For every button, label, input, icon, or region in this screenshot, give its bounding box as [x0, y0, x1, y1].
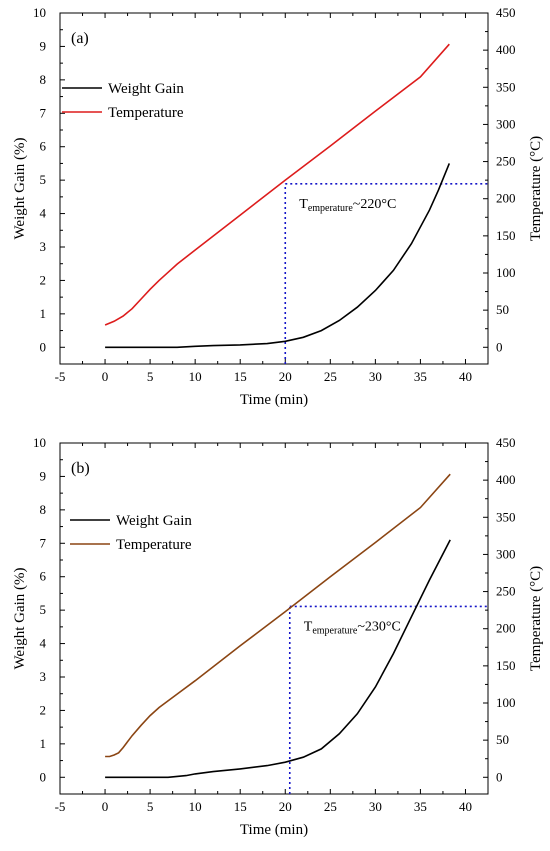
y-tick-label: 2	[40, 702, 47, 717]
x-tick-label: 5	[147, 799, 154, 814]
annotation-label: Temperature~220°C	[299, 197, 396, 214]
plot-frame	[59, 12, 489, 365]
y-tick-label: 1	[40, 736, 47, 751]
series-line-temperature	[105, 473, 451, 758]
y2-tick-label: 250	[496, 154, 516, 169]
y2-tick-label: 0	[496, 339, 503, 354]
y-tick-label: 3	[40, 669, 47, 684]
y-tick-label: 0	[40, 769, 47, 784]
y2-tick-label: 400	[496, 472, 516, 487]
y-tick-label: 8	[40, 502, 47, 517]
x-tick-label: 10	[189, 799, 202, 814]
y-tick-label: 6	[40, 569, 47, 584]
y-tick-label: 6	[40, 139, 47, 154]
x-tick-label: 30	[369, 799, 382, 814]
y2-tick-label: 200	[496, 621, 516, 636]
y-tick-label: 4	[40, 206, 47, 221]
y2-tick-label: 200	[496, 191, 516, 206]
y-tick-label: 9	[40, 38, 47, 53]
y-tick-label: 8	[40, 72, 47, 87]
x-axis-title: Time (min)	[240, 392, 308, 408]
x-tick-label: 10	[189, 369, 202, 384]
x-tick-label: 35	[414, 799, 427, 814]
x-tick-label: -5	[55, 369, 66, 384]
y-tick-label: 5	[40, 172, 47, 187]
y2-tick-label: 350	[496, 509, 516, 524]
x-axis-title: Time (min)	[240, 822, 308, 838]
x-tick-label: 25	[324, 369, 337, 384]
y2-tick-label: 350	[496, 79, 516, 94]
series-line-weight-gain	[105, 539, 451, 779]
y-tick-label: 3	[40, 239, 47, 254]
y2-tick-label: 150	[496, 658, 516, 673]
annotation-text-sub: emperature	[312, 625, 358, 636]
y2-tick-label: 50	[496, 302, 509, 317]
chart-panel-a: -5 0 5 10 15 20 25 30 35 400123456789100501001502…	[12, 5, 544, 408]
x-tick-label: 20	[279, 369, 292, 384]
annotation-text-main: T	[299, 197, 308, 212]
y2-tick-label: 100	[496, 695, 516, 710]
y-axis-title: Weight Gain (%)	[12, 567, 28, 669]
x-tick-label: 35	[414, 369, 427, 384]
legend-label: Weight Gain	[116, 513, 192, 529]
y2-tick-label: 0	[496, 769, 503, 784]
chart-panel-b: -5 0 5 10 15 20 25 30 35 400123456789100501001502…	[12, 435, 544, 838]
y2-tick-label: 450	[496, 5, 516, 20]
y-tick-label: 0	[40, 339, 47, 354]
annotation-label: Temperature~230°C	[304, 619, 401, 636]
y2-tick-label: 50	[496, 732, 509, 747]
y-tick-label: 10	[33, 435, 46, 450]
legend-label: Temperature	[116, 537, 192, 553]
legend-label: Weight Gain	[108, 81, 184, 97]
y2-tick-label: 300	[496, 546, 516, 561]
y-tick-label: 7	[40, 105, 47, 120]
annotation-text-tail: ~220°C	[353, 197, 397, 212]
y2-axis-title: Temperature (°C)	[528, 136, 544, 241]
y-tick-label: 1	[40, 306, 47, 321]
x-tick-label: 5	[147, 369, 154, 384]
annotation-text-main: T	[304, 619, 313, 634]
y2-axis-title: Temperature (°C)	[528, 566, 544, 671]
series-line-temperature	[104, 43, 450, 326]
x-tick-label: 40	[459, 799, 472, 814]
annotation-text-sub: emperature	[308, 203, 354, 214]
annotation-text-tail: ~230°C	[357, 619, 401, 634]
y2-tick-label: 450	[496, 435, 516, 450]
panel-label: (a)	[71, 30, 89, 47]
x-tick-label: 0	[102, 369, 109, 384]
x-tick-label: 15	[234, 369, 247, 384]
x-tick-label: 20	[279, 799, 292, 814]
y2-tick-label: 300	[496, 116, 516, 131]
y-tick-label: 2	[40, 272, 47, 287]
x-tick-label: 0	[102, 799, 109, 814]
x-tick-label: 40	[459, 369, 472, 384]
y2-tick-label: 250	[496, 584, 516, 599]
legend-label: Temperature	[108, 105, 184, 121]
y-tick-label: 5	[40, 602, 47, 617]
x-tick-label: 30	[369, 369, 382, 384]
x-tick-label: 25	[324, 799, 337, 814]
y-tick-label: 9	[40, 468, 47, 483]
y2-tick-label: 400	[496, 42, 516, 57]
y-axis-title: Weight Gain (%)	[12, 137, 28, 239]
panel-label: (b)	[71, 460, 90, 477]
y2-tick-label: 150	[496, 228, 516, 243]
x-tick-label: -5	[55, 799, 66, 814]
x-tick-label: 15	[234, 799, 247, 814]
plot-frame	[59, 442, 489, 795]
series-line-weight-gain	[105, 163, 451, 349]
y-tick-label: 7	[40, 535, 47, 550]
y-tick-label: 10	[33, 5, 46, 20]
y2-tick-label: 100	[496, 265, 516, 280]
y-tick-label: 4	[40, 636, 47, 651]
